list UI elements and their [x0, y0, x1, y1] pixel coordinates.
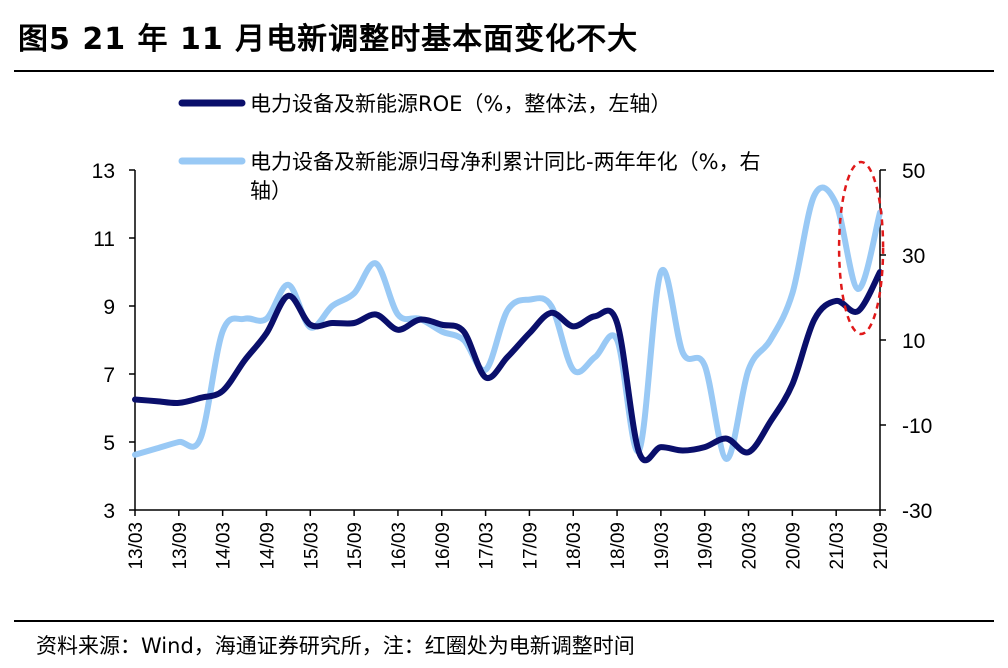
highlight-layer	[837, 160, 885, 336]
legend-label-profit-line: 电力设备及新能源归母净利累计同比-两年年化（%，右	[250, 150, 761, 174]
x-tick-label: 15/09	[345, 522, 366, 570]
line-chart: 3 5 7 9 11 13 -30 -10 10 30 50 13/03 13/09 14/03 14/09…	[92, 92, 933, 570]
series-line-roe	[132, 269, 883, 464]
footer-rule	[14, 620, 994, 622]
x-tick-label: 17/03	[477, 522, 498, 570]
title-rule	[14, 70, 994, 72]
x-tick-label: 13/09	[170, 522, 191, 570]
x-tick-label: 14/09	[257, 522, 278, 570]
legend-label-profit-line: 轴）	[250, 179, 292, 203]
x-tick-label: 16/09	[433, 522, 454, 570]
chart-series	[132, 184, 883, 464]
right-tick-label: 50	[902, 160, 925, 183]
x-tick-label: 21/09	[871, 522, 892, 570]
legend-label-profit: 电力设备及新能源归母净利累计同比-两年年化（%，右轴）	[250, 150, 761, 203]
x-tick-label: 18/09	[608, 522, 629, 570]
chart-legend: 电力设备及新能源ROE（%，整体法，左轴） 电力设备及新能源归母净利累计同比-两…	[178, 92, 761, 203]
x-tick-label: 17/09	[520, 522, 541, 570]
right-tick-label: 10	[902, 330, 925, 353]
left-tick-label: 7	[103, 364, 115, 387]
highlight-circle	[837, 160, 885, 336]
right-tick-label: -10	[902, 415, 932, 438]
x-tick-label: 14/03	[214, 522, 235, 570]
x-tick-label: 20/09	[783, 522, 804, 570]
x-tick-label: 13/03	[126, 522, 147, 570]
left-tick-label: 11	[93, 228, 115, 251]
left-tick-label: 3	[103, 500, 115, 523]
chart-axes: 3 5 7 9 11 13 -30 -10 10 30 50 13/03 13/09 14/03 14/09…	[92, 160, 933, 570]
left-tick-label: 13	[92, 160, 115, 183]
right-tick-label: -30	[902, 500, 932, 523]
figure-title: 图5 21 年 11 月电新调整时基本面变化不大	[18, 22, 639, 57]
x-tick-label: 16/03	[389, 522, 410, 570]
x-tick-label: 19/03	[652, 522, 673, 570]
series-line-profit	[132, 184, 883, 463]
left-tick-label: 5	[103, 432, 115, 455]
right-tick-label: 30	[902, 245, 925, 268]
x-tick-label: 20/03	[740, 522, 761, 570]
x-tick-label: 15/03	[301, 522, 322, 570]
x-tick-label: 18/03	[564, 522, 585, 570]
x-tick-label: 21/03	[827, 522, 848, 570]
legend-label-roe: 电力设备及新能源ROE（%，整体法，左轴）	[250, 92, 671, 116]
x-tick-label: 19/09	[696, 522, 717, 570]
left-tick-label: 9	[103, 296, 115, 319]
source-note: 资料来源：Wind，海通证券研究所，注：红圈处为电新调整时间	[36, 634, 635, 658]
